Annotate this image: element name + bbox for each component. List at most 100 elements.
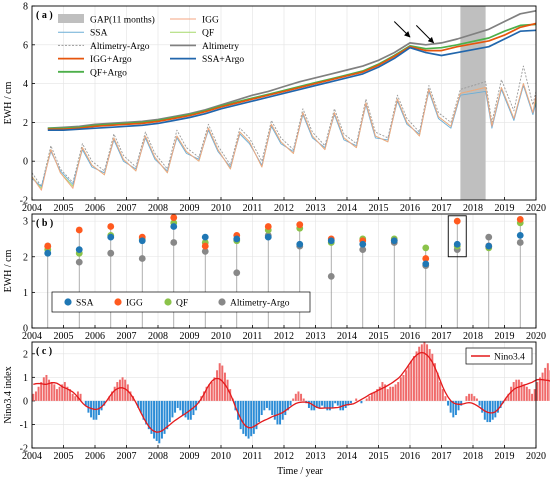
index-bar [100, 400, 103, 411]
x-tick-label: 2015 [369, 203, 389, 214]
index-bar [95, 400, 98, 420]
index-bar [69, 389, 72, 401]
index-bar [538, 377, 541, 401]
index-bar [510, 386, 513, 401]
y-tick-label: -2 [20, 196, 28, 207]
index-bar [515, 379, 518, 401]
series-line-igg-argo [47, 22, 537, 131]
index-bar [250, 400, 253, 437]
index-bar [468, 393, 471, 401]
index-bar [496, 400, 499, 413]
index-bar [50, 382, 53, 401]
plot-border [31, 213, 537, 329]
index-bar [447, 400, 450, 406]
index-bar [242, 400, 245, 434]
panel-a: 2004 2005 2006 2007 2008 2009 2010 2011 2012 2013… [3, 2, 546, 215]
index-bar [63, 382, 66, 401]
point-altimetry-argo [327, 272, 335, 280]
index-bar [252, 400, 255, 434]
index-bar [297, 391, 300, 401]
index-bar [399, 377, 402, 401]
x-tick-label: 2011 [243, 331, 263, 342]
x-tick-label: 2018 [463, 203, 483, 214]
index-bar [258, 400, 261, 423]
index-bar [512, 382, 515, 401]
index-bar [84, 400, 87, 406]
index-bar [517, 379, 520, 401]
index-bar [147, 400, 150, 430]
index-bar [525, 386, 528, 401]
index-bar [373, 391, 376, 401]
index-bar [473, 396, 476, 401]
panel-label: ( a ) [36, 10, 53, 21]
index-bar [271, 400, 274, 416]
x-tick-label: 2017 [432, 331, 452, 342]
y-tick-label: 2 [23, 349, 28, 360]
index-bar [121, 377, 124, 401]
x-tick-label: 2010 [211, 451, 231, 462]
legend-label: Altimetry-Argo [230, 299, 290, 309]
index-bar [76, 391, 79, 401]
index-bar [66, 386, 69, 401]
index-bar [124, 379, 127, 401]
y-tick-label: 0 [23, 157, 28, 168]
index-bar [244, 400, 247, 437]
index-bar [504, 398, 507, 401]
index-bar [452, 400, 455, 418]
index-bar [441, 389, 444, 401]
x-tick-label: 2014 [337, 331, 357, 342]
index-bar [40, 382, 43, 401]
y-axis-title: Nino3.4 index [3, 366, 14, 423]
index-bar [405, 370, 408, 401]
x-tick-label: 2011 [243, 451, 263, 462]
series-line-ssa-argo [47, 29, 537, 132]
point-altimetry-argo [485, 233, 493, 241]
point-igg [296, 221, 304, 229]
index-bar [454, 400, 457, 416]
x-tick-label: 2008 [148, 451, 168, 462]
point-igg [264, 223, 272, 230]
index-bar [470, 393, 473, 401]
index-bar [386, 389, 389, 401]
index-bar [202, 391, 205, 401]
index-bar [79, 393, 82, 401]
legend-label: SSA [90, 29, 108, 39]
index-bar [444, 396, 447, 401]
x-tick-label: 2016 [400, 203, 420, 214]
legend-label: QF [176, 299, 188, 309]
x-axis-title: Time / year [277, 466, 323, 477]
x-tick-label: 2019 [495, 451, 515, 462]
point-ssa [264, 233, 272, 241]
x-tick-label: 2015 [369, 331, 389, 342]
legend-label: Altimetry [202, 42, 239, 52]
index-bar [536, 382, 539, 401]
index-bar [389, 386, 392, 401]
y-tick-label: 0 [23, 324, 28, 335]
index-bar [331, 400, 334, 408]
x-tick-label: 2020 [526, 451, 546, 462]
index-bar [321, 400, 324, 406]
highlight-box [447, 215, 467, 258]
index-bar [376, 389, 379, 401]
legend-label: QF+Argo [90, 68, 127, 78]
index-bar [265, 400, 268, 408]
point-ssa [44, 249, 52, 257]
legend-label: SSA [76, 299, 94, 309]
legend-marker [114, 298, 122, 306]
index-bar [475, 398, 478, 401]
point-altimetry-argo [138, 255, 146, 262]
index-bar [486, 400, 489, 423]
y-tick-label: 0 [23, 396, 28, 407]
x-tick-label: 2004 [22, 451, 42, 462]
index-bar [347, 400, 350, 406]
index-bar [179, 400, 182, 411]
x-tick-label: 2016 [400, 331, 420, 342]
index-bar [365, 398, 368, 401]
y-axis-title: EWH / cm [3, 249, 14, 292]
index-bar [74, 396, 77, 401]
point-ssa [138, 237, 146, 245]
index-bar [355, 398, 358, 401]
index-bar [323, 400, 326, 408]
x-tick-label: 2008 [148, 331, 168, 342]
index-bar [160, 400, 163, 439]
